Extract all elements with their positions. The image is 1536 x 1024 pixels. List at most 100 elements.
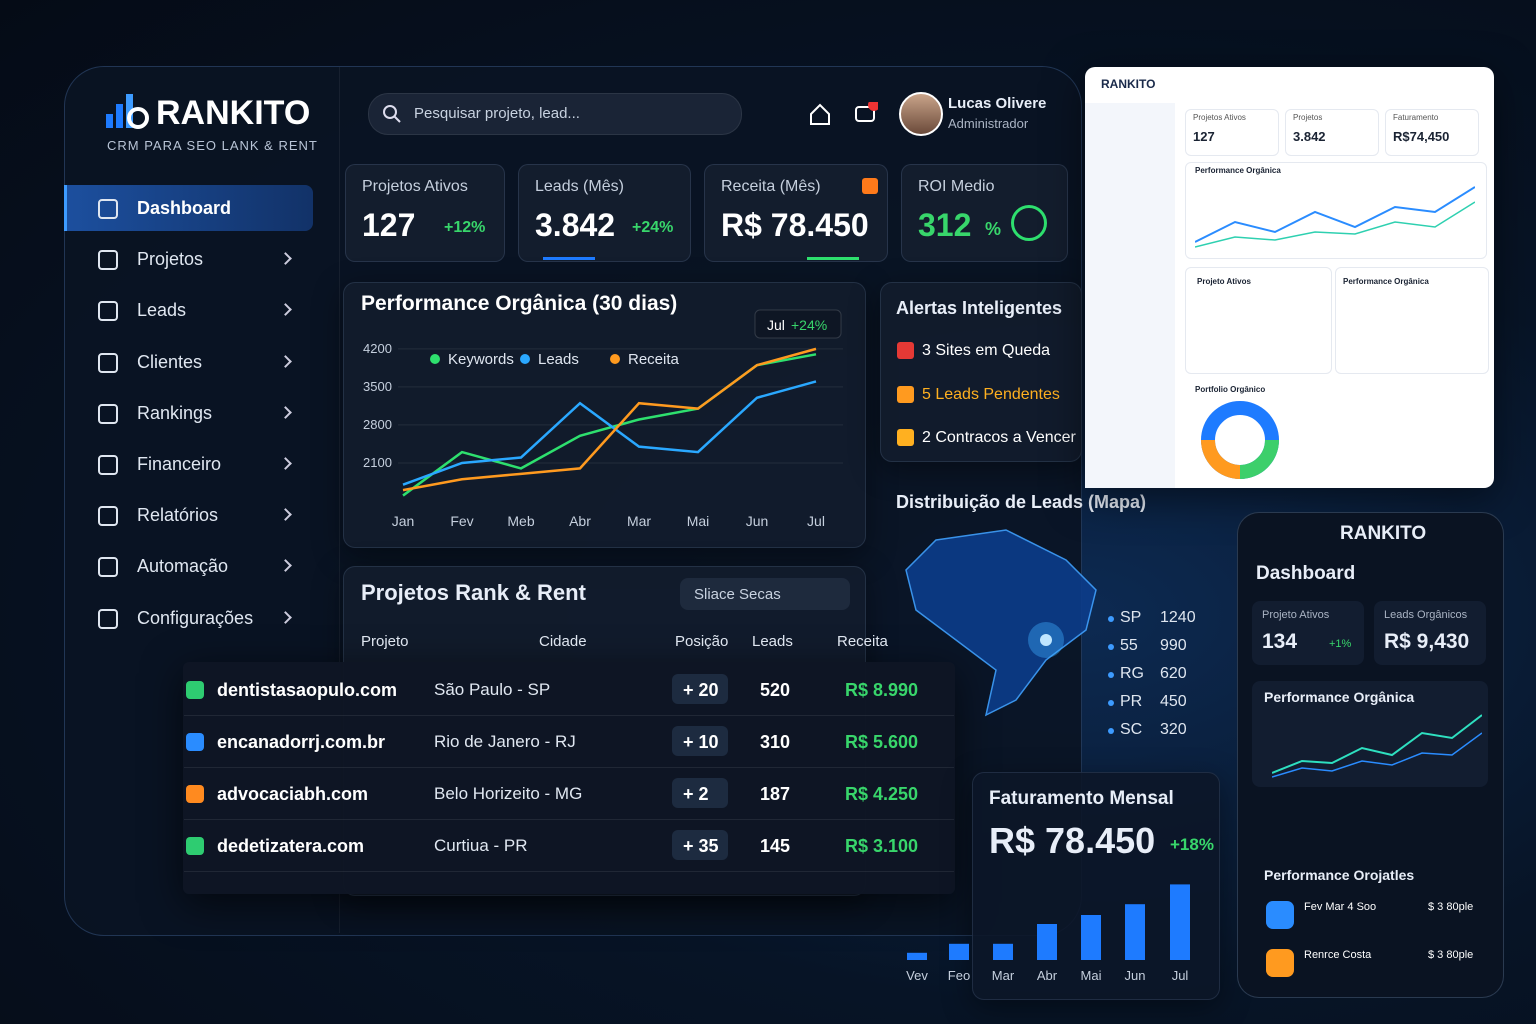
alert-icon — [897, 342, 914, 359]
row-icon — [186, 733, 204, 751]
projects-search[interactable] — [680, 578, 850, 610]
kpi-accent — [807, 257, 859, 260]
nav-icon — [98, 301, 118, 322]
map-value: 450 — [1160, 693, 1187, 710]
x-tick-label: Mai — [687, 513, 710, 529]
revenue-value: R$ 78.450 — [989, 820, 1156, 861]
kpi-value: 127 — [362, 207, 416, 243]
kpi-label: ROI Medio — [918, 178, 995, 195]
search-icon — [383, 105, 401, 123]
preview-panel-title: Performance Orgânica — [1343, 277, 1429, 286]
kpi-label: Projetos Ativos — [362, 178, 468, 195]
nav-icon — [98, 199, 118, 219]
nav-label: Relatórios — [137, 505, 219, 526]
project-name[interactable]: dentistasaopulo.com — [217, 680, 398, 700]
legend-label: Leads — [538, 351, 579, 368]
bar — [1037, 924, 1057, 960]
x-tick-label: Fev — [450, 513, 473, 529]
desktop-preview: RANKITO Performance Orgânica Projeto Ati… — [1085, 67, 1494, 488]
search-bar[interactable] — [368, 93, 742, 135]
mobile-item-title: Fev Mar 4 Soo — [1304, 901, 1377, 913]
x-tick-label: Jul — [1172, 968, 1189, 983]
nav-item[interactable] — [64, 185, 313, 231]
line-series — [402, 347, 817, 492]
bar — [1081, 915, 1101, 960]
brand-tagline: CRM PARA SEO LANK & RENT — [107, 138, 318, 153]
x-tick-label: Vev — [906, 968, 928, 983]
mobile-lines — [1272, 714, 1482, 778]
bar — [1170, 884, 1190, 960]
map-dot — [1108, 728, 1114, 734]
x-tick-label: Jul — [807, 513, 825, 529]
preview-kpi-card — [1385, 109, 1479, 156]
x-tick-label: Jun — [746, 513, 769, 529]
search-placeholder: Pesquisar projeto, lead... — [414, 105, 580, 122]
x-tick-label: Mar — [992, 968, 1015, 983]
mobile-kpi-label: Projeto Ativos — [1262, 609, 1330, 621]
project-revenue: R$ 8.990 — [845, 680, 919, 700]
revenue-title: Faturamento Mensal — [989, 788, 1174, 809]
kpi-value: 312 — [918, 207, 972, 243]
project-revenue: R$ 5.600 — [845, 732, 919, 752]
kpi-card — [704, 164, 888, 262]
nav-label: Rankings — [137, 402, 213, 423]
map-value: 1240 — [1160, 609, 1196, 626]
kpi-label: Receita (Mês) — [721, 178, 821, 195]
tooltip-value: +24% — [791, 317, 827, 333]
project-position: + 10 — [683, 732, 719, 752]
project-leads: 310 — [760, 732, 791, 752]
position-badge — [672, 778, 728, 808]
mobile-kpi-value: 134 — [1262, 630, 1298, 653]
avatar[interactable] — [899, 92, 943, 136]
divider — [339, 67, 340, 933]
bar — [907, 952, 927, 960]
projects-table — [183, 662, 955, 894]
top-icons[interactable] — [808, 102, 878, 128]
x-tick-label: Jun — [1125, 968, 1146, 983]
x-tick-label: Feo — [948, 968, 970, 983]
position-badge — [672, 674, 728, 704]
map-state: RG — [1120, 665, 1144, 682]
project-name[interactable]: advocaciabh.com — [217, 784, 369, 804]
mobile-item-title: Renrce Costa — [1304, 949, 1372, 961]
nav-label: Clientes — [137, 351, 203, 372]
mobile-kpi-value: R$ 9,430 — [1384, 630, 1470, 653]
kpi-label: Leads (Mês) — [535, 178, 624, 195]
map-state: 55 — [1120, 637, 1138, 654]
kpi-card — [518, 164, 691, 262]
preview-kpi-label: Faturamento — [1393, 113, 1439, 122]
alerts-title: Alertas Inteligentes — [896, 298, 1063, 318]
map-state: PR — [1120, 693, 1143, 710]
nav-label: Configurações — [137, 607, 254, 628]
mobile-kpi-card — [1374, 601, 1486, 665]
project-city: Rio de Janero - RJ — [434, 732, 576, 751]
column-header: Posição — [675, 633, 729, 650]
nav-icon — [98, 608, 118, 629]
legend-label: Keywords — [448, 351, 514, 368]
line-chart: Performance Orgânica (30 dias) 2100 2800 35… — [361, 292, 843, 529]
logo-icon — [106, 94, 149, 129]
map-title: Distribuição de Leads (Mapa) — [896, 492, 1147, 512]
project-city: Curtiua - PR — [434, 836, 528, 855]
map — [905, 529, 1097, 717]
legend-swatch — [430, 354, 440, 364]
project-revenue: R$ 3.100 — [845, 836, 919, 856]
preview-chart — [1185, 162, 1487, 259]
project-name[interactable]: dedetizatera.com — [217, 836, 365, 856]
map-value: 990 — [1160, 637, 1187, 654]
project-position: + 2 — [683, 784, 709, 804]
preview-panel-title: Portfolio Orgânico — [1195, 385, 1266, 394]
preview-kpi-value: 127 — [1193, 129, 1215, 144]
nav-icon — [98, 455, 118, 475]
preview-panel — [1335, 267, 1489, 374]
preview-donut — [1201, 401, 1279, 479]
x-tick-label: Jan — [392, 513, 415, 529]
x-tick-label: Meb — [507, 513, 534, 529]
mobile-brand: RANKITO — [1340, 523, 1427, 544]
map-dot — [1108, 644, 1114, 650]
brand-name: RANKITO — [156, 94, 311, 132]
map-state: SP — [1120, 609, 1142, 626]
project-revenue: R$ 4.250 — [845, 784, 919, 804]
project-name[interactable]: encanadorrj.com.br — [217, 732, 386, 752]
